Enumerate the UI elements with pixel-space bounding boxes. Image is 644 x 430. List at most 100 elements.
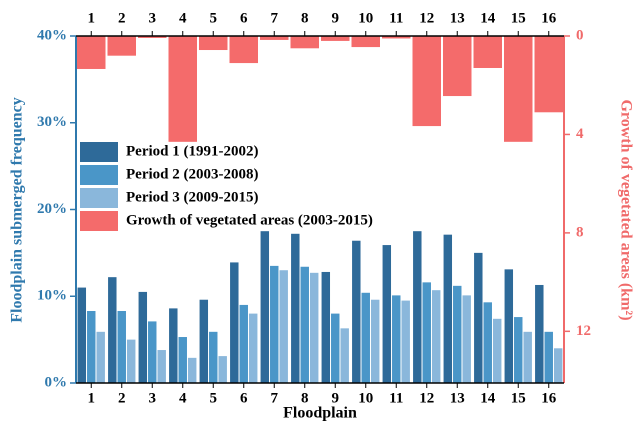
bar [300, 266, 309, 383]
x-tick-label: 15 [511, 390, 526, 406]
x-tick-label: 1 [88, 390, 96, 406]
bar [361, 292, 370, 383]
bar [514, 317, 523, 383]
x-tick-label: 6 [240, 390, 248, 406]
legend-swatch [80, 188, 118, 208]
x-top-label: 4 [179, 10, 187, 26]
bar [504, 36, 533, 142]
x-top-label: 2 [118, 10, 126, 26]
bar [138, 291, 148, 383]
bar [309, 272, 319, 383]
y2-tick-label: 4 [576, 126, 584, 142]
x-top-label: 3 [149, 10, 157, 26]
bar [77, 36, 106, 69]
x-tick-label: 3 [149, 390, 157, 406]
bar [392, 295, 401, 383]
x-top-label: 15 [511, 10, 526, 26]
y-axis-label: Floodplain submerged frequency [9, 97, 26, 323]
x-top-label: 16 [541, 10, 557, 26]
y2-tick-label: 8 [576, 224, 584, 240]
bar [462, 295, 471, 383]
x-tick-label: 12 [419, 390, 434, 406]
bar [352, 240, 361, 383]
legend-label: Growth of vegetated areas (2003-2015) [126, 212, 373, 228]
x-tick-label: 9 [332, 390, 340, 406]
bar [290, 36, 319, 49]
bar [412, 36, 441, 127]
x-tick-label: 7 [271, 390, 279, 406]
bar [553, 348, 563, 383]
bar [168, 36, 197, 142]
x-top-label: 6 [240, 10, 248, 26]
bar [157, 350, 166, 383]
bar [108, 277, 117, 383]
bar [473, 36, 502, 68]
y-tick-label: 10% [37, 288, 67, 304]
bar [443, 36, 472, 97]
bar [422, 282, 431, 383]
x-top-label: 8 [301, 10, 309, 26]
bar [321, 36, 350, 41]
legend-label: Period 3 (2009-2015) [126, 189, 258, 205]
bar [107, 36, 136, 56]
bar [260, 231, 270, 383]
bar [504, 269, 514, 383]
x-tick-label: 8 [301, 390, 309, 406]
y-tick-label: 40% [37, 27, 67, 43]
bar [229, 36, 258, 64]
legend-swatch [80, 142, 118, 162]
x-axis-label: Floodplain [283, 405, 357, 422]
y-tick-label: 20% [37, 201, 67, 217]
bar [291, 233, 300, 383]
legend-label: Period 1 (1991-2002) [126, 143, 258, 159]
legend-label: Period 2 (2003-2008) [126, 166, 258, 182]
x-top-label: 9 [332, 10, 340, 26]
bar [169, 308, 178, 383]
x-top-label: 10 [358, 10, 373, 26]
bar [331, 313, 340, 383]
bar [523, 331, 532, 383]
x-tick-label: 11 [389, 390, 403, 406]
bar [453, 285, 462, 383]
bar [126, 339, 136, 383]
bar [544, 331, 553, 383]
x-tick-label: 16 [541, 390, 557, 406]
x-tick-label: 10 [358, 390, 373, 406]
bar [351, 36, 380, 48]
bar [483, 302, 492, 383]
legend-swatch [80, 211, 118, 231]
bar [187, 357, 197, 383]
bar [117, 310, 126, 383]
y2-axis-label: Growth of vegetated areas (km²) [617, 99, 634, 320]
x-top-label: 5 [210, 10, 218, 26]
bar [230, 262, 239, 383]
y-tick-label: 0% [45, 374, 68, 390]
bar [474, 252, 483, 383]
bar [535, 284, 544, 383]
bar [534, 36, 563, 113]
bar [382, 36, 411, 39]
bar [199, 36, 228, 51]
x-tick-label: 5 [210, 390, 218, 406]
x-top-label: 11 [389, 10, 403, 26]
bar [148, 321, 157, 383]
bar [270, 265, 279, 383]
x-top-label: 13 [450, 10, 465, 26]
bar [199, 299, 209, 383]
x-top-label: 12 [419, 10, 434, 26]
y-tick-label: 30% [37, 114, 67, 130]
x-top-label: 7 [271, 10, 279, 26]
x-tick-label: 13 [450, 390, 465, 406]
bar [370, 299, 380, 383]
bar [218, 356, 227, 383]
x-top-label: 1 [88, 10, 96, 26]
bar [138, 36, 167, 38]
y2-tick-label: 0 [576, 27, 584, 43]
bar [443, 234, 453, 383]
bar [260, 36, 289, 40]
bar [209, 331, 218, 383]
bar [431, 290, 441, 383]
bar [321, 271, 331, 383]
x-tick-label: 2 [118, 390, 126, 406]
